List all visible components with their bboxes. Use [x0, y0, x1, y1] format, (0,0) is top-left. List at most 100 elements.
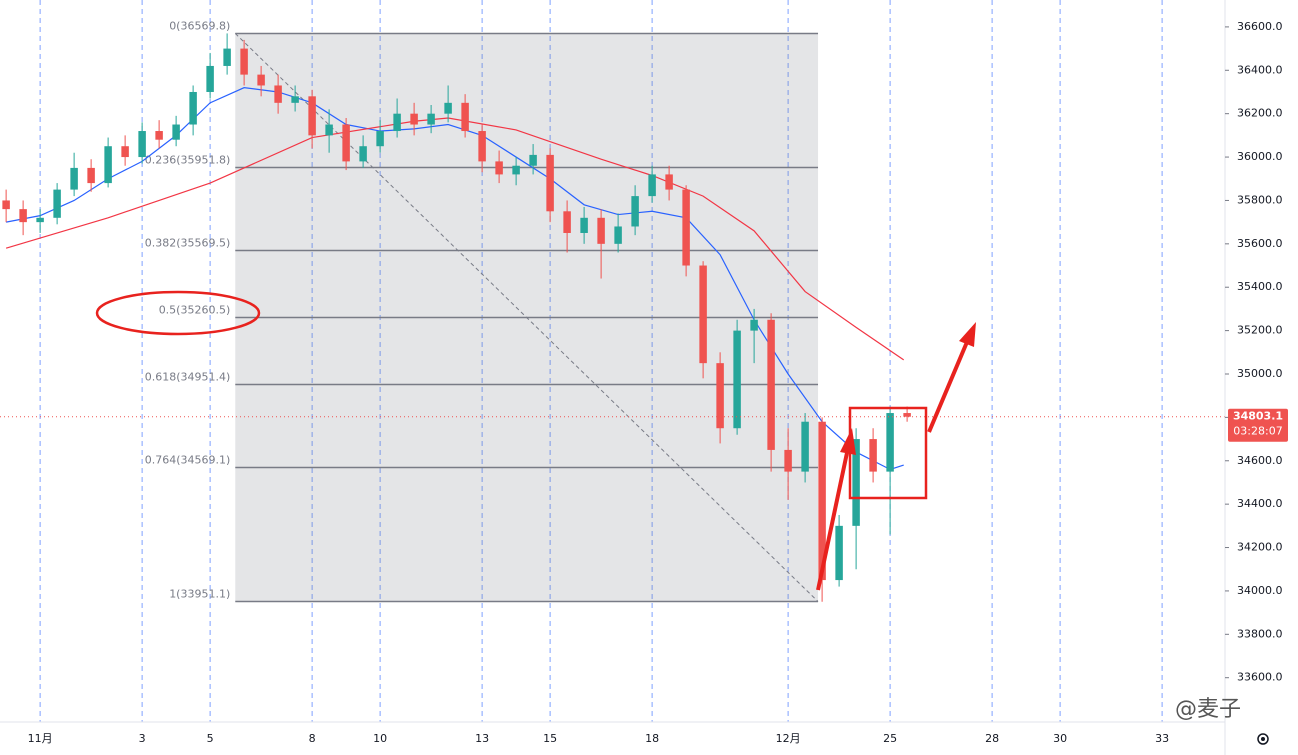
settings-icon[interactable]	[1257, 733, 1269, 745]
candle-body	[835, 525, 843, 581]
x-tick-label: 25	[883, 732, 897, 745]
candle-body	[648, 174, 656, 197]
fib-label: 0.5(35260.5)	[159, 303, 231, 316]
candle-body	[308, 96, 316, 136]
candle-body	[376, 131, 384, 147]
candle-body	[121, 146, 129, 158]
candle-body	[172, 124, 180, 140]
candle-body	[580, 217, 588, 233]
y-tick-label: 33600.0	[1237, 671, 1283, 684]
y-tick-label: 33800.0	[1237, 627, 1283, 640]
y-tick-label: 35000.0	[1237, 367, 1283, 380]
candle-body	[325, 124, 333, 136]
candle-body	[342, 124, 350, 162]
candle-body	[699, 265, 707, 364]
candle-body	[682, 189, 690, 266]
moving-average	[5, 117, 905, 361]
candle-body	[512, 165, 520, 175]
candle-body	[393, 113, 401, 132]
countdown: 03:28:07	[1233, 425, 1282, 438]
candle-body	[597, 217, 605, 244]
x-tick-label: 10	[373, 732, 387, 745]
candle-body	[546, 154, 554, 212]
y-tick-label: 36600.0	[1237, 20, 1283, 33]
fib-label: 0.382(35569.5)	[145, 236, 231, 249]
y-tick-label: 34400.0	[1237, 497, 1283, 510]
candle-body	[631, 196, 639, 227]
fib-label: 0.764(34569.1)	[145, 453, 231, 466]
candle-body	[665, 174, 673, 190]
candle-body	[240, 48, 248, 75]
candle-body	[410, 113, 418, 125]
fib-label: 0.236(35951.8)	[145, 154, 231, 167]
x-tick-label: 30	[1053, 732, 1067, 745]
x-tick-label: 12月	[776, 732, 801, 745]
candle-body	[903, 413, 911, 417]
candle-body	[563, 211, 571, 233]
candle-body	[427, 113, 435, 125]
plot	[0, 33, 1225, 602]
fib-label: 0.618(34951.4)	[145, 371, 231, 384]
candle-body	[19, 209, 27, 223]
candle-body	[70, 167, 78, 190]
candle-body	[104, 146, 112, 184]
x-tick-label: 28	[985, 732, 999, 745]
y-tick-label: 36200.0	[1237, 107, 1283, 120]
price-label: 34803.1	[1233, 410, 1283, 423]
candle-body	[869, 439, 877, 472]
arrow	[816, 428, 856, 591]
x-tick-label: 15	[543, 732, 557, 745]
candle-body	[138, 131, 146, 158]
x-tick-label: 11月	[28, 732, 53, 745]
candle-body	[461, 102, 469, 132]
candle-body	[478, 131, 486, 162]
candle-body	[206, 65, 214, 92]
candle-body	[818, 421, 826, 581]
y-tick-label: 36400.0	[1237, 63, 1283, 76]
arrow	[927, 322, 976, 433]
candle-body	[495, 161, 503, 175]
candle-body	[529, 154, 537, 166]
candle-body	[852, 439, 860, 526]
axes: 11月 3 5 8 10 13 15 18 12月 25 28 30 33 33600.0 33800.0 3…	[28, 20, 1288, 745]
candle-body	[733, 330, 741, 429]
highlight-ellipse	[95, 290, 261, 336]
candle-body	[614, 226, 622, 244]
y-tick-label: 35800.0	[1237, 193, 1283, 206]
fib-label: 1(33951.1)	[169, 588, 230, 601]
y-tick-label: 35600.0	[1237, 237, 1283, 250]
candle-body	[36, 217, 44, 223]
x-tick-label: 18	[645, 732, 659, 745]
y-tick-label: 34200.0	[1237, 541, 1283, 554]
candle-body	[444, 102, 452, 114]
candle-body	[784, 449, 792, 472]
candle-body	[2, 200, 10, 210]
fib-label: 0(36569.8)	[169, 19, 230, 32]
y-tick-label: 34000.0	[1237, 584, 1283, 597]
candle-body	[53, 189, 61, 218]
candle-body	[223, 48, 231, 66]
y-tick-label: 35400.0	[1237, 280, 1283, 293]
x-tick-label: 8	[309, 732, 316, 745]
candle-body	[274, 85, 282, 103]
candle-body	[189, 91, 197, 125]
candle-body	[359, 146, 367, 162]
y-tick-label: 34600.0	[1237, 454, 1283, 467]
x-tick-label: 3	[139, 732, 146, 745]
candle-body	[801, 421, 809, 472]
y-tick-label: 35200.0	[1237, 324, 1283, 337]
candle-body	[291, 96, 299, 103]
candle-body	[750, 319, 758, 331]
candle-body	[257, 74, 265, 86]
x-tick-label: 13	[475, 732, 489, 745]
x-tick-label: 5	[207, 732, 214, 745]
price-label-box	[1228, 408, 1288, 442]
candle-body	[87, 167, 95, 184]
candle-body	[767, 319, 775, 450]
y-tick-label: 36000.0	[1237, 150, 1283, 163]
fib-retracement: 0(36569.8) 0.236(35951.8) 0.382(35569.5) 0.…	[145, 19, 819, 603]
x-tick-label: 33	[1155, 732, 1169, 745]
